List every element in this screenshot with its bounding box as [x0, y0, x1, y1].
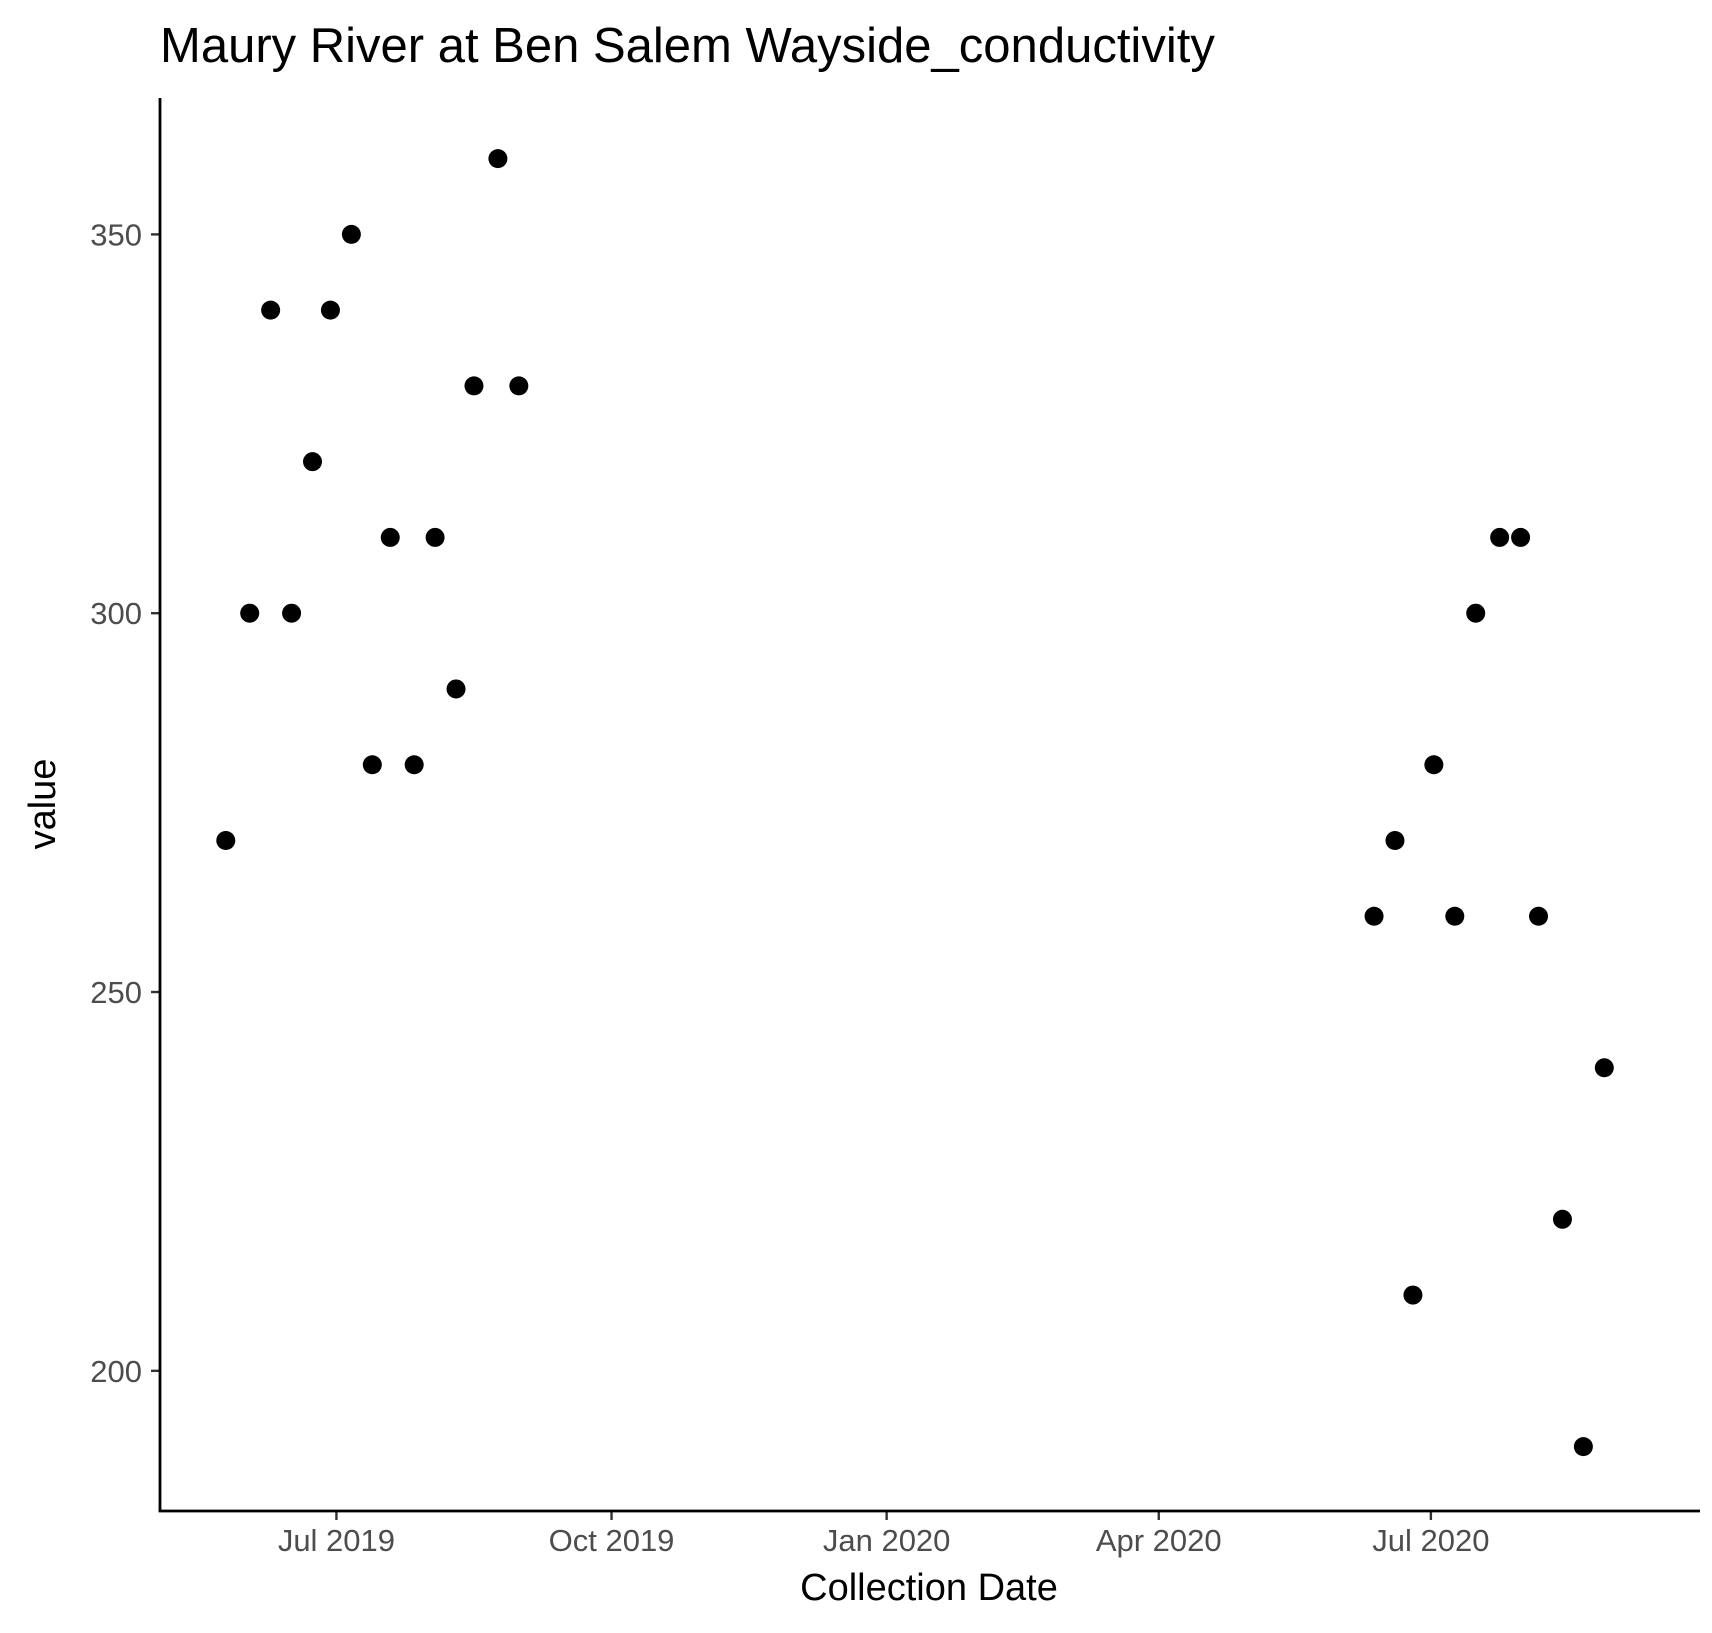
x-tick-label: Jan 2020: [823, 1523, 951, 1558]
x-tick-label: Apr 2020: [1096, 1523, 1222, 1558]
data-point: [1445, 906, 1465, 926]
y-tick-label: 300: [90, 596, 142, 631]
data-point: [509, 376, 529, 396]
data-point: [404, 755, 424, 775]
data-point: [1552, 1209, 1572, 1229]
x-tick-label: Oct 2019: [549, 1523, 675, 1558]
data-point: [1490, 527, 1510, 547]
data-point: [1385, 830, 1405, 850]
data-point: [320, 300, 340, 320]
data-point: [362, 755, 382, 775]
x-axis-ticks: Jul 2019 Oct 2019 Jan 2020 Apr 2020 Jul 2020: [278, 1511, 1489, 1558]
data-point: [303, 452, 323, 472]
data-point: [1466, 603, 1486, 623]
y-axis-title: value: [22, 759, 64, 850]
data-point: [380, 527, 400, 547]
y-axis-ticks: 200 250 300 350: [90, 217, 160, 1389]
data-point: [341, 224, 361, 244]
data-point: [1573, 1437, 1593, 1457]
data-points: [216, 149, 1614, 1457]
data-point: [1511, 527, 1531, 547]
x-tick-label: Jul 2020: [1372, 1523, 1489, 1558]
y-tick-label: 250: [90, 975, 142, 1010]
data-point: [261, 300, 281, 320]
x-tick-label: Jul 2019: [278, 1523, 395, 1558]
data-point: [282, 603, 302, 623]
data-point: [1364, 906, 1384, 926]
y-tick-label: 350: [90, 217, 142, 252]
x-axis-title: Collection Date: [800, 1567, 1058, 1609]
chart-title: Maury River at Ben Salem Wayside_conduct…: [160, 19, 1215, 73]
data-point: [425, 527, 445, 547]
data-point: [240, 603, 260, 623]
data-point: [1594, 1058, 1614, 1078]
y-tick-label: 200: [90, 1354, 142, 1389]
data-point: [464, 376, 484, 396]
data-point: [1529, 906, 1549, 926]
data-point: [446, 679, 466, 699]
data-point: [1424, 755, 1444, 775]
data-point: [1403, 1285, 1423, 1305]
data-point: [216, 830, 236, 850]
data-point: [488, 149, 508, 169]
